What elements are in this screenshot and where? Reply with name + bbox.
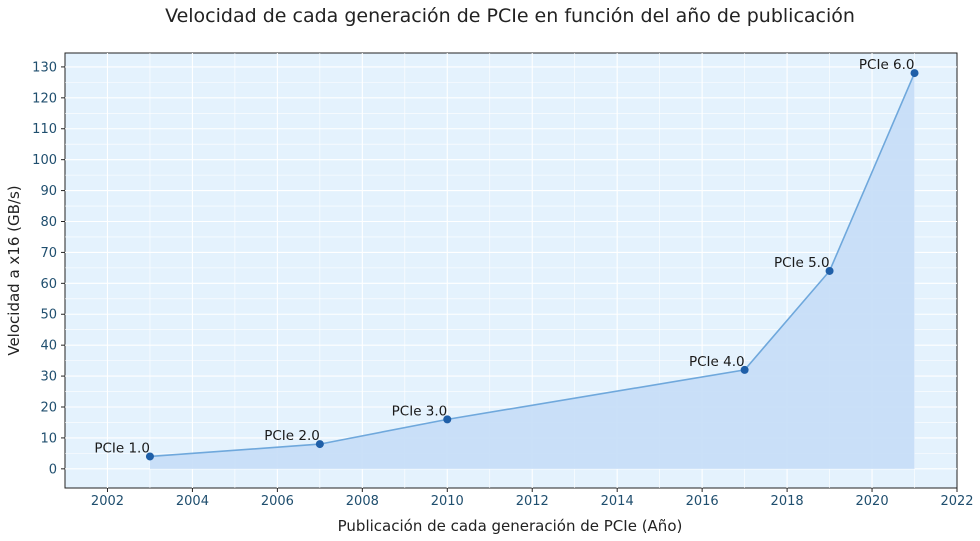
y-tick-label: 50: [40, 308, 57, 323]
x-tick-label: 2012: [516, 494, 549, 509]
data-point: [740, 365, 749, 374]
y-tick-label: 40: [40, 339, 57, 354]
y-tick-label: 110: [32, 122, 57, 137]
x-tick-label: 2008: [346, 494, 379, 509]
x-tick-label: 2018: [771, 494, 804, 509]
x-tick-label: 2014: [601, 494, 634, 509]
data-point: [443, 415, 452, 424]
y-tick-label: 0: [49, 462, 57, 477]
point-label: PCIe 6.0: [859, 57, 915, 73]
data-point: [910, 69, 919, 78]
point-label: PCIe 4.0: [689, 354, 745, 370]
x-tick-label: 2004: [176, 494, 209, 509]
y-tick-label: 70: [40, 246, 57, 261]
x-axis-label: Publicación de cada generación de PCIe (…: [338, 517, 683, 535]
y-tick-label: 10: [40, 431, 57, 446]
y-tick-label: 90: [40, 184, 57, 199]
point-label: PCIe 3.0: [392, 403, 448, 419]
chart-title: Velocidad de cada generación de PCIe en …: [165, 5, 855, 27]
point-label: PCIe 5.0: [774, 255, 830, 271]
y-tick-label: 30: [40, 370, 57, 385]
x-tick-label: 2022: [940, 494, 973, 509]
y-tick-label: 130: [32, 60, 57, 75]
y-tick-label: 20: [40, 400, 57, 415]
y-tick-label: 80: [40, 215, 57, 230]
area-fill: [149, 73, 915, 469]
y-axis-label: Velocidad a x16 (GB/s): [5, 185, 23, 355]
axes: 0 10 20 30 40 50 60 70 80 90 100 110 120 130 2002 2004 2…: [32, 60, 973, 509]
point-label: PCIe 2.0: [264, 428, 320, 444]
x-tick-label: 2010: [431, 494, 464, 509]
area-layer: [149, 73, 915, 469]
data-marks: PCIe 1.0 PCIe 2.0 PCIe 3.0 PCIe 4.0 PCIe 5.0…: [94, 57, 919, 461]
x-tick-label: 2006: [261, 494, 294, 509]
data-point: [825, 266, 834, 275]
y-tick-label: 60: [40, 277, 57, 292]
x-tick-label: 2002: [91, 494, 124, 509]
data-point: [315, 440, 324, 449]
x-tick-label: 2016: [686, 494, 719, 509]
y-tick-label: 120: [32, 91, 57, 106]
y-tick-label: 100: [32, 153, 57, 168]
point-label: PCIe 1.0: [94, 440, 150, 456]
data-point: [145, 452, 154, 461]
series-line: [149, 72, 916, 458]
x-tick-label: 2020: [856, 494, 889, 509]
